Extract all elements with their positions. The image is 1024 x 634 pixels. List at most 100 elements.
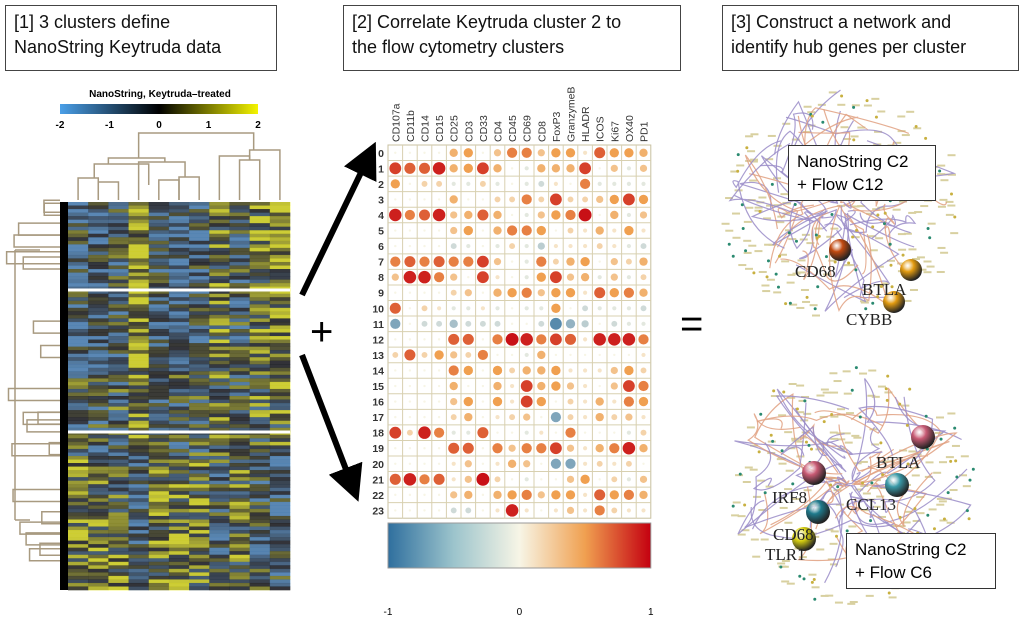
gene-label <box>750 133 759 136</box>
heatmap-cell <box>148 237 170 242</box>
heatmap-cell <box>168 473 190 478</box>
heatmap-cell <box>88 346 109 351</box>
heatmap-cell <box>168 438 190 443</box>
heatmap-cell <box>128 279 150 284</box>
heatmap-cell <box>269 364 291 369</box>
heatmap-cell <box>148 307 170 312</box>
correlation-dot <box>506 225 518 236</box>
heatmap-cell <box>128 522 150 527</box>
heatmap-cell <box>68 420 89 425</box>
gene-label <box>757 479 766 482</box>
heatmap-cell <box>68 406 89 411</box>
heatmap-cell <box>269 385 291 390</box>
correlation-dot <box>449 319 458 328</box>
heatmap-cell <box>108 413 129 418</box>
heatmap-cell <box>229 403 250 407</box>
gene-label <box>828 91 837 94</box>
heatmap-cell <box>269 403 291 407</box>
correlation-dot <box>612 306 617 311</box>
heatmap-cell <box>148 501 170 506</box>
heatmap-cell <box>168 367 190 372</box>
correlation-dot <box>450 211 458 219</box>
correlation-dot <box>394 151 397 154</box>
correlation-dot <box>583 228 588 233</box>
network-node <box>793 203 797 207</box>
heatmap-cell <box>209 265 230 270</box>
heatmap-cell <box>189 406 210 411</box>
heatmap-cell <box>108 258 129 263</box>
heatmap-cell <box>148 519 170 524</box>
heatmap-cell <box>229 272 250 277</box>
heatmap-cell <box>229 473 250 478</box>
network-edge <box>775 395 850 473</box>
heatmap-cell <box>68 336 89 340</box>
heatmap-cell <box>128 332 150 337</box>
gene-label <box>842 432 851 435</box>
correlation-dot <box>493 226 502 235</box>
heatmap-cell <box>249 417 271 421</box>
heatmap-cell <box>148 240 170 245</box>
gene-label <box>796 306 805 309</box>
heatmap-cell <box>269 318 291 323</box>
gene-label <box>869 487 878 490</box>
heatmap-cell <box>88 374 109 379</box>
network-edge <box>750 198 838 230</box>
correlation-dot <box>423 151 426 154</box>
heatmap-cell <box>148 526 170 531</box>
correlation-dot <box>565 209 576 221</box>
network-node <box>805 295 809 299</box>
heatmap-cell <box>88 459 109 464</box>
heatmap-cell <box>88 438 109 443</box>
gene-label <box>871 443 880 446</box>
heatmap-cell <box>229 336 250 340</box>
heatmap-cell <box>209 530 230 534</box>
heatmap-cell <box>128 480 150 485</box>
correlation-dot <box>418 270 431 284</box>
gene-label <box>829 563 838 566</box>
heatmap-cell <box>249 318 271 323</box>
heatmap-cell <box>229 223 250 227</box>
correlation-dot <box>465 507 472 514</box>
cluster-separator <box>68 430 290 434</box>
correlation-dot <box>437 151 441 154</box>
heatmap-cell <box>168 385 190 390</box>
heatmap-cell <box>209 575 230 580</box>
correlation-dot <box>464 460 472 468</box>
gene-label <box>897 233 906 236</box>
gene-label <box>732 501 741 504</box>
heatmap-cell <box>68 547 89 552</box>
heatmap-cell <box>168 537 190 541</box>
heatmap-cell <box>249 209 271 213</box>
correlation-dot <box>612 461 617 466</box>
heatmap-cell <box>189 530 210 534</box>
heatmap-cell <box>209 512 230 517</box>
heatmap-cell <box>229 519 250 524</box>
heatmap-cell <box>88 212 109 217</box>
heatmap-cell <box>269 283 291 287</box>
network-edge <box>811 211 859 282</box>
correlation-dot <box>462 442 474 454</box>
heatmap-cell <box>189 223 210 227</box>
heatmap-cell <box>168 272 190 277</box>
heatmap-cell <box>269 332 291 337</box>
correlation-dot <box>423 369 426 372</box>
heatmap-cell <box>168 515 190 520</box>
heatmap-cell <box>68 265 89 270</box>
heatmap-cell <box>108 505 129 510</box>
heatmap-cell <box>249 526 271 531</box>
heatmap-cell <box>269 410 291 414</box>
heatmap-cell <box>128 385 150 390</box>
heatmap-cell <box>108 441 129 446</box>
heatmap-cell <box>168 244 190 249</box>
correlation-dot <box>641 352 646 358</box>
heatmap-cell <box>88 226 109 231</box>
heatmap-cell <box>68 417 89 421</box>
heatmap-cell <box>148 448 170 453</box>
correlation-dot <box>436 320 443 327</box>
heatmap-cell <box>168 279 190 284</box>
correlation-dot <box>641 181 646 186</box>
heatmap-cell <box>189 417 210 421</box>
heatmap-cell <box>269 427 291 432</box>
heatmap-cell <box>229 501 250 506</box>
heatmap-cell <box>189 579 210 584</box>
